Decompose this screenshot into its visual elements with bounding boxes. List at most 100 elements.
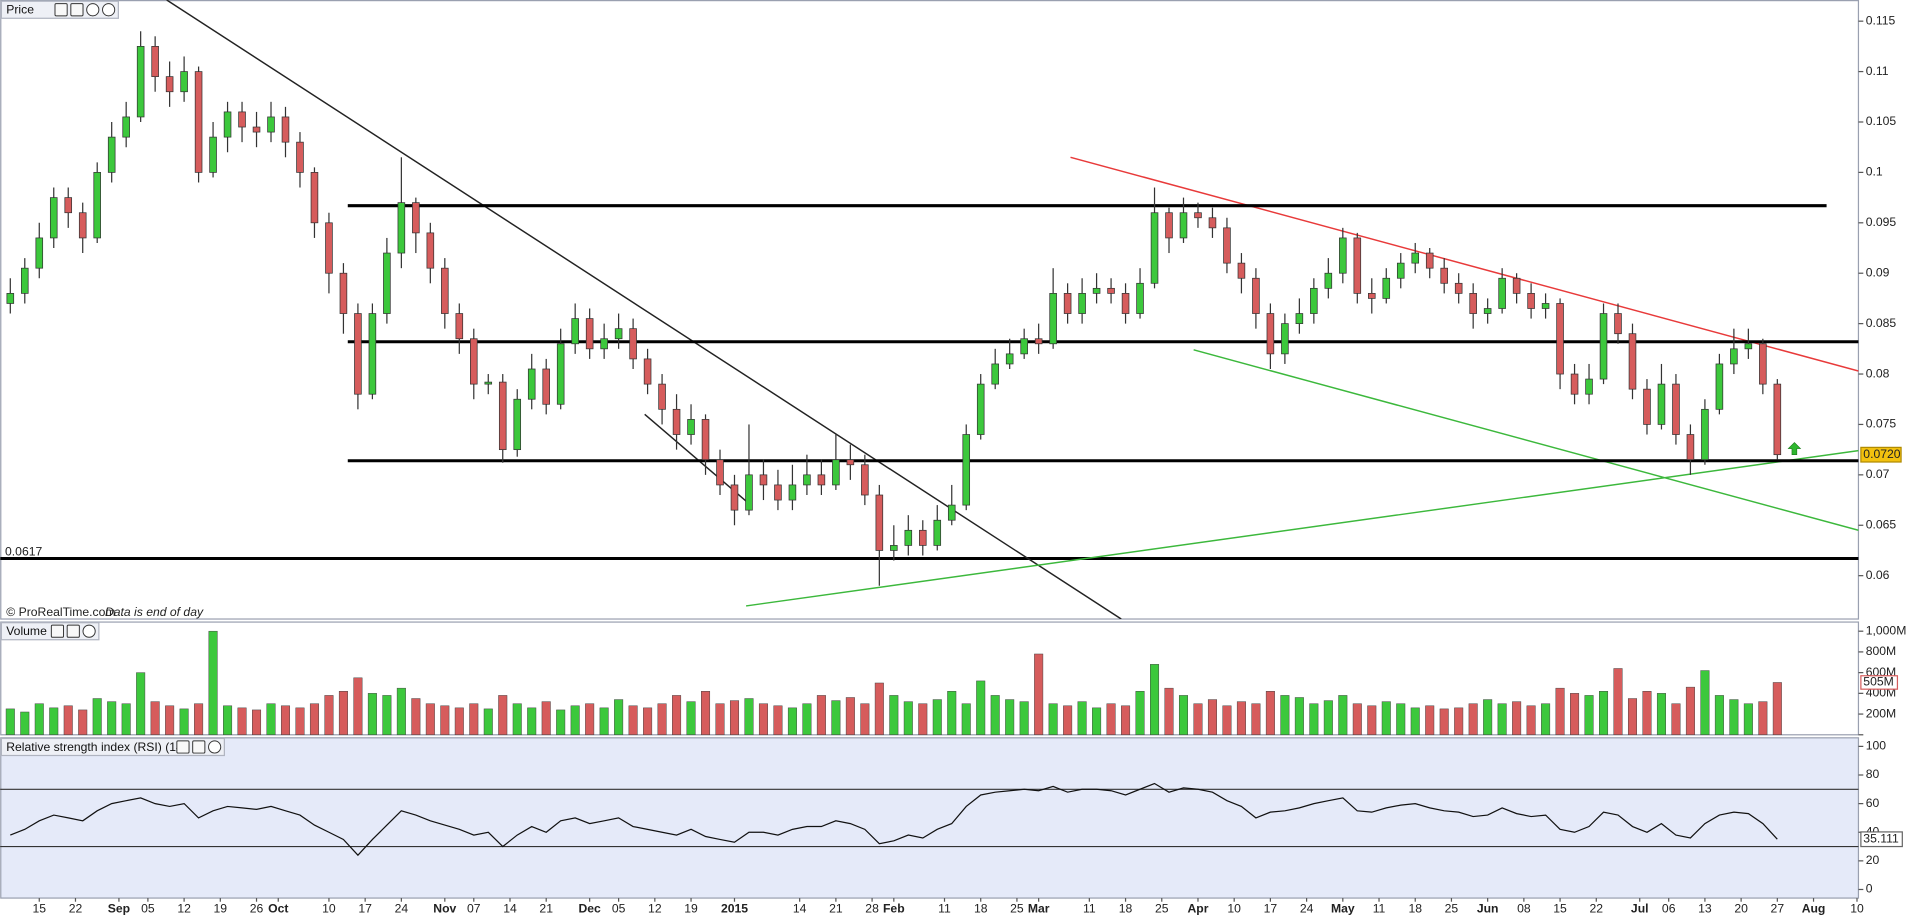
volume-bar (396, 687, 406, 736)
volume-bar (1294, 697, 1304, 736)
x-tick-label: 05 (612, 901, 626, 915)
x-tick-label: May (1331, 901, 1355, 915)
candle-body (1223, 227, 1231, 264)
volume-bar (802, 703, 812, 736)
volume-bar (874, 682, 884, 736)
candle-body (1657, 383, 1666, 425)
volume-bar (1280, 695, 1290, 736)
x-tick-label: 12 (177, 901, 191, 915)
x-tick-label: 24 (1300, 901, 1314, 915)
volume-bar (1207, 699, 1217, 736)
candle-body (629, 328, 637, 360)
volume-bar (1729, 699, 1739, 736)
volume-bar (947, 691, 957, 736)
candle-body (281, 116, 290, 143)
x-tick-label: Nov (433, 901, 456, 915)
candle-body (919, 529, 927, 546)
candle-body (571, 318, 579, 345)
candle-body (1107, 287, 1115, 294)
x-tick-label: 11 (1373, 901, 1386, 915)
price-panel (0, 0, 1860, 620)
x-tick-label: 26 (250, 901, 264, 915)
candle-body (209, 136, 217, 173)
volume-bar (1541, 703, 1551, 736)
volume-bar (773, 705, 783, 736)
volume-bar (440, 705, 450, 736)
last-volume-label: 505M (1863, 675, 1893, 689)
volume-bar (34, 703, 44, 736)
x-tick-label: 08 (1517, 901, 1531, 915)
candle-body (6, 293, 15, 304)
volume-bar (715, 703, 725, 736)
candle-body (1368, 293, 1376, 299)
candle-body (1194, 212, 1202, 219)
price-plot (0, 0, 1859, 620)
volume-bar (744, 698, 754, 736)
volume-bar (1671, 703, 1681, 736)
y-tick-label: 60 (1866, 796, 1880, 810)
candle-body (151, 46, 159, 77)
volume-bar (1454, 707, 1464, 736)
volume-bar (295, 707, 305, 736)
trend-line (1193, 349, 1859, 532)
x-tick-label: 11 (1083, 901, 1096, 915)
candle-body (1049, 293, 1057, 345)
candle-body (643, 358, 652, 385)
y-tick-label: 0.09 (1866, 265, 1890, 279)
volume-bar (179, 708, 189, 736)
candle-body (1411, 252, 1420, 264)
candle-body (556, 343, 565, 405)
volume-bar (121, 703, 131, 736)
volume-bar (483, 708, 493, 736)
panel-icon (70, 3, 84, 17)
y-tick-label: 0.095 (1866, 215, 1897, 229)
x-tick-label: 20 (1734, 901, 1748, 915)
candle-body (1208, 217, 1217, 229)
candle-body (484, 381, 493, 385)
candle-body (368, 313, 377, 395)
x-tick-label: 11 (938, 901, 951, 915)
candle-body (107, 136, 116, 173)
x-tick-label: Mar (1028, 901, 1050, 915)
volume-bar (570, 705, 580, 736)
candle-body (1324, 272, 1333, 289)
panel-title: Price (6, 3, 34, 17)
volume-bar (1323, 700, 1333, 736)
y-tick-label: 1,000M (1866, 623, 1907, 637)
candle-body (1353, 237, 1362, 294)
volume-bar (266, 703, 276, 736)
candle-body (1063, 293, 1072, 314)
panel-header: Relative strength index (RSI) (14) (0, 737, 225, 757)
volume-bar (527, 707, 537, 736)
y-tick-label: 0.085 (1866, 316, 1897, 330)
candle-body (1715, 363, 1724, 410)
candle-body (1686, 434, 1695, 461)
candle-body (1310, 287, 1318, 314)
candle-body (238, 111, 246, 128)
volume-bar (657, 703, 667, 736)
candle-body (325, 222, 333, 274)
candle-body (1150, 212, 1159, 284)
candle-body (803, 474, 811, 486)
candle-body (947, 504, 956, 521)
volume-bar (1425, 705, 1435, 736)
volume-bar (1222, 705, 1232, 736)
candle-body (223, 111, 232, 138)
candle-body (716, 459, 724, 486)
x-tick-label: 19 (684, 901, 698, 915)
x-tick-label: 19 (214, 901, 228, 915)
volume-bar (1251, 703, 1261, 736)
x-tick-label: 15 (32, 901, 46, 915)
volume-bar (194, 703, 204, 736)
x-tick-label: Jul (1631, 901, 1649, 915)
volume-bar (1468, 703, 1478, 736)
volume-bar (976, 680, 986, 736)
x-tick-label: Dec (578, 901, 601, 915)
rsi-last-label: 35.111 (1863, 831, 1899, 845)
candle-body (759, 474, 768, 486)
x-tick-label: 18 (1408, 901, 1422, 915)
volume-bar (1236, 701, 1246, 736)
volume-bar (20, 711, 30, 736)
volume-bar (1019, 701, 1029, 736)
candle-body (730, 484, 739, 511)
